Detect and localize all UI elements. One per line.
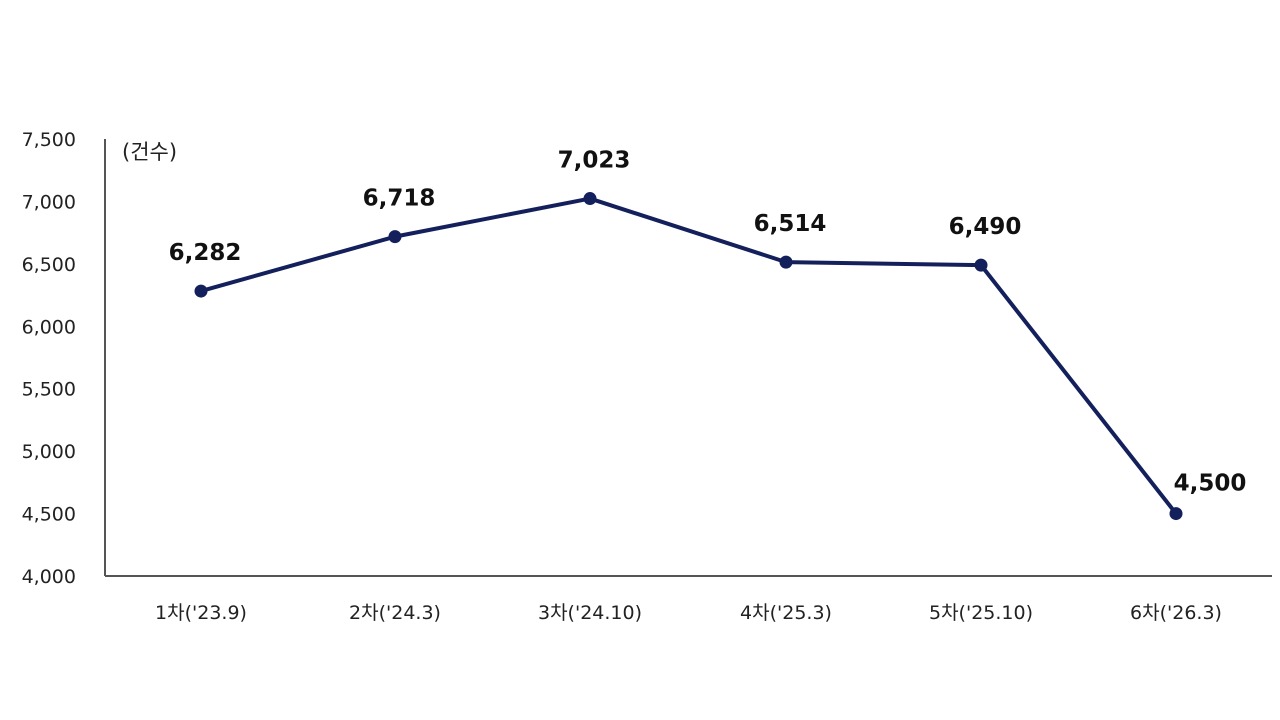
data-label: 6,718 [363,186,436,212]
x-tick-label: 6차('26.3) [1130,602,1222,624]
y-axis: 4,000 4,500 5,000 5,500 6,000 6,500 7,000 7,500 [22,129,106,588]
x-tick-label: 2차('24.3) [349,602,441,624]
y-tick-label: 6,500 [22,254,76,276]
x-axis: 1차('23.9) 2차('24.3) 3차('24.10) 4차('25.3) 5차(… [105,575,1272,624]
data-label: 6,282 [169,240,242,266]
y-tick-label: 7,500 [22,129,76,151]
data-label: 4,500 [1174,471,1247,497]
x-tick-label: 4차('25.3) [740,602,832,624]
series [194,192,1183,521]
data-label: 6,514 [754,211,827,237]
y-tick-label: 5,500 [22,379,76,401]
y-unit-label: (건수) [122,140,177,164]
y-tick-label: 7,000 [22,191,76,213]
y-tick-label: 5,000 [22,441,76,463]
y-tick-label: 4,000 [22,566,76,588]
x-tick-label: 5차('25.10) [929,602,1033,624]
series-line [200,196,1178,515]
x-tick-label: 3차('24.10) [538,602,642,624]
data-point [779,255,793,269]
data-point [583,192,597,206]
y-tick-label: 6,000 [22,316,76,338]
data-label: 7,023 [558,148,631,174]
y-tick-label: 4,500 [22,504,76,526]
data-point [1169,507,1183,521]
data-point [974,258,988,272]
data-label: 6,490 [949,214,1022,240]
data-labels: 6,282 6,718 7,023 6,514 6,490 4,500 [169,148,1247,497]
x-tick-label: 1차('23.9) [155,602,247,624]
data-point [194,284,208,298]
data-point [388,230,402,244]
